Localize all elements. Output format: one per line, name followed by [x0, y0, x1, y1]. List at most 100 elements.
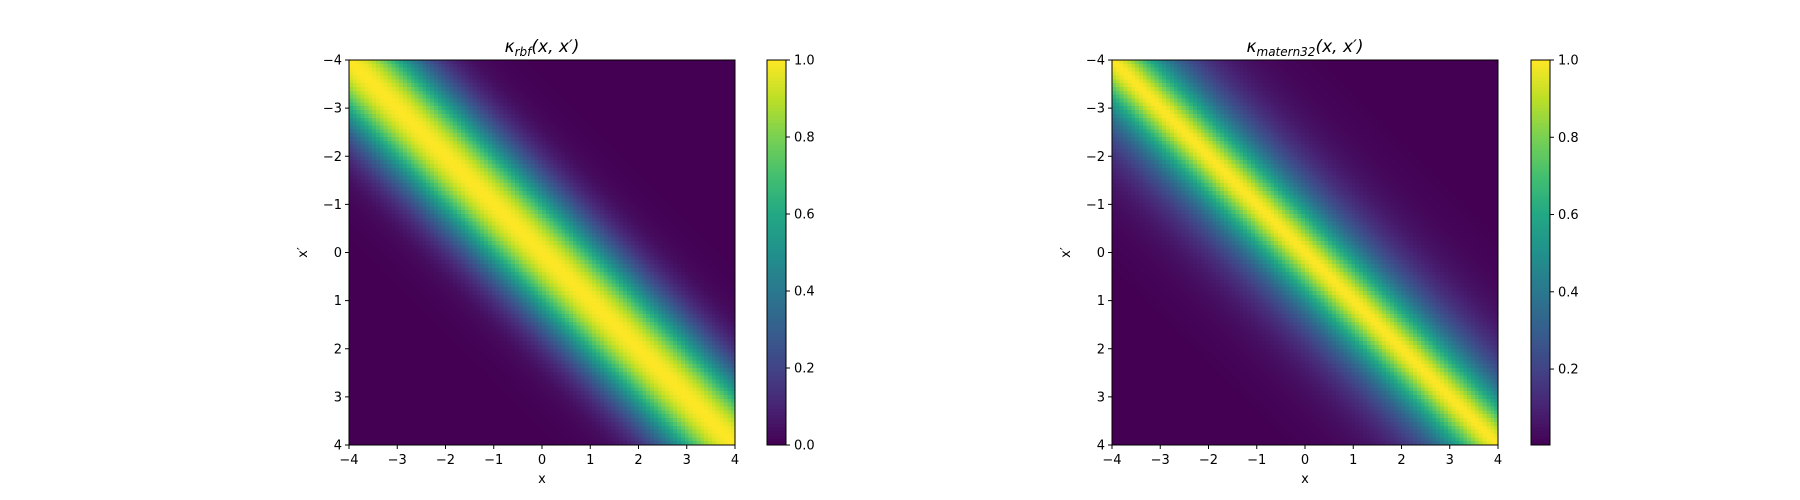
heatmap-cell [376, 190, 381, 196]
heatmap-cell [642, 63, 647, 69]
heatmap-cell [468, 83, 474, 88]
heatmap-cell [611, 217, 616, 223]
heatmap-cell [433, 198, 439, 204]
heatmap-cell [526, 83, 532, 88]
heatmap-cell [634, 194, 640, 200]
heatmap-cell [383, 187, 389, 192]
heatmap-cell [487, 202, 493, 207]
heatmap-cell [588, 110, 593, 115]
heatmap-cell [665, 148, 670, 153]
heatmap-cell [526, 183, 532, 188]
heatmap-cell [507, 248, 512, 254]
heatmap-cell [387, 79, 393, 84]
heatmap-cell [650, 121, 655, 127]
heatmap-cell [692, 167, 697, 173]
heatmap-cell [677, 67, 682, 73]
heatmap-cell [507, 206, 512, 211]
heatmap-cell [495, 194, 501, 200]
heatmap-cell [572, 137, 578, 142]
heatmap-cell [383, 71, 389, 76]
heatmap-cell [379, 79, 385, 84]
heatmap-cell [349, 217, 354, 223]
heatmap-cell [422, 86, 427, 92]
heatmap-cell [630, 140, 636, 146]
heatmap-cell [491, 79, 497, 84]
heatmap-cell [592, 86, 597, 92]
heatmap-cell [414, 167, 420, 173]
heatmap-cell [723, 110, 728, 115]
heatmap-cell [665, 113, 670, 119]
heatmap-cell [534, 214, 539, 219]
heatmap-cell [692, 198, 697, 204]
heatmap-cell [480, 190, 485, 196]
heatmap-cell [545, 63, 551, 69]
heatmap-cell [642, 198, 647, 204]
heatmap-cell [673, 156, 678, 161]
heatmap-cell [669, 171, 674, 177]
heatmap-cell [457, 133, 462, 138]
heatmap-cell [476, 102, 481, 107]
heatmap-cell [603, 67, 609, 73]
heatmap-cell [711, 129, 717, 134]
heatmap-cell [395, 86, 400, 92]
heatmap-cell [615, 214, 620, 219]
heatmap-cell [437, 129, 443, 134]
heatmap-cell [495, 179, 501, 184]
heatmap-cell [576, 75, 582, 80]
heatmap-cell [437, 160, 443, 165]
heatmap-cell [642, 67, 647, 73]
heatmap-cell [468, 225, 474, 230]
heatmap-cell [704, 214, 709, 219]
heatmap-cell [383, 160, 389, 165]
heatmap-cell [592, 183, 597, 188]
heatmap-cell [657, 190, 663, 196]
heatmap-cell [665, 244, 670, 250]
heatmap-cell [538, 152, 543, 157]
heatmap-cell [603, 113, 609, 119]
heatmap-cell [472, 86, 477, 92]
heatmap-cell [356, 113, 362, 119]
heatmap-cell [684, 244, 690, 250]
heatmap-cell [723, 113, 728, 119]
heatmap-cell [356, 102, 362, 107]
heatmap-cell [372, 67, 377, 73]
heatmap-cell [403, 233, 408, 238]
heatmap-cell [561, 163, 566, 169]
heatmap-cell [395, 152, 400, 157]
heatmap-cell [445, 233, 450, 238]
heatmap-cell [352, 240, 358, 246]
heatmap-cell [607, 63, 613, 69]
heatmap-cell [503, 144, 508, 150]
heatmap-cell [406, 94, 412, 100]
heatmap-cell [372, 86, 377, 92]
heatmap-cell [360, 148, 366, 153]
heatmap-cell [480, 125, 485, 130]
heatmap-cell [653, 190, 659, 196]
heatmap-cell [511, 225, 516, 230]
heatmap-cell [526, 102, 532, 107]
heatmap-cell [503, 179, 508, 184]
heatmap-cell [680, 206, 686, 211]
heatmap-cell [638, 83, 643, 88]
heatmap-cell [696, 237, 701, 242]
heatmap-cell [495, 121, 501, 127]
heatmap-cell [707, 190, 713, 196]
heatmap-cell [391, 121, 396, 127]
heatmap-cell [457, 148, 462, 153]
heatmap-cell [460, 225, 466, 230]
heatmap-cell [383, 67, 389, 73]
heatmap-cell [530, 198, 535, 204]
heatmap-cell [503, 63, 508, 69]
heatmap-cell [468, 229, 474, 234]
heatmap-cell [352, 106, 358, 111]
heatmap-cell [723, 229, 728, 234]
heatmap-cell [542, 137, 547, 142]
heatmap-cell [619, 225, 624, 230]
heatmap-cell [395, 229, 400, 234]
heatmap-cell [727, 71, 732, 76]
heatmap-cell [364, 60, 369, 65]
heatmap-cell [449, 125, 454, 130]
heatmap-cell [677, 60, 682, 65]
heatmap-cell [441, 60, 447, 65]
heatmap-cell [503, 244, 508, 250]
